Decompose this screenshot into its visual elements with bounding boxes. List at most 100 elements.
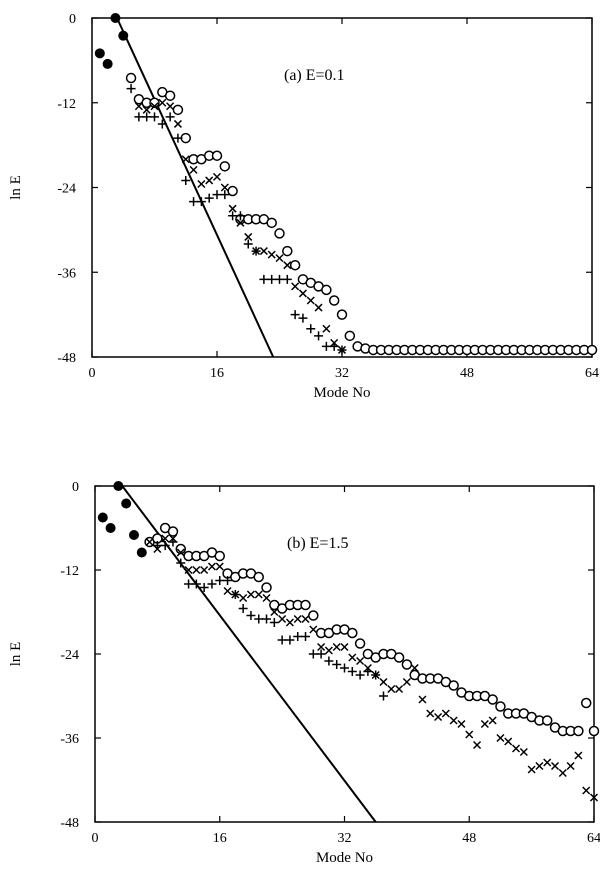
cross-point (176, 548, 185, 557)
y-tick-label: -36 (60, 732, 79, 747)
plus-point (251, 246, 261, 256)
x-tick-label: 32 (338, 831, 352, 846)
circle-point (300, 599, 311, 611)
filled-point (121, 498, 132, 509)
circle-point (261, 582, 272, 593)
cross-point (527, 765, 536, 774)
plus-point (301, 632, 311, 641)
cross-point (441, 709, 450, 718)
cross-point (589, 793, 599, 802)
plus-point (371, 670, 381, 680)
plus-point (246, 611, 256, 620)
x-axis-label: Mode No (316, 850, 373, 866)
cross-point (410, 663, 419, 673)
cross-point (145, 537, 154, 547)
plus-point (215, 576, 225, 585)
circle-point (588, 725, 600, 737)
plus-point (238, 604, 248, 613)
plus-point (254, 614, 264, 624)
plus-point (173, 133, 183, 143)
panel-a: 0 16 32 48 64 0 -12 -24 -36 -48 Mode No ln E (a) E=0… (8, 12, 599, 401)
cross-point (259, 247, 268, 256)
circle-point (211, 150, 223, 161)
cross-point (275, 254, 284, 263)
cross-point (215, 562, 224, 571)
plus-point (126, 84, 136, 94)
plus-point (355, 670, 365, 680)
cross-point (473, 740, 482, 750)
cross-point (558, 768, 567, 778)
cross-point (402, 677, 411, 687)
cross-point (512, 744, 521, 753)
circle-point (347, 627, 358, 639)
circle-point (167, 526, 179, 537)
plus-point (134, 112, 144, 122)
plus-point (160, 541, 170, 550)
plus-point (275, 274, 284, 284)
cross-point (582, 786, 591, 795)
y-axis-label: ln E (8, 175, 24, 200)
cross-point (550, 761, 560, 771)
cross-point (220, 183, 229, 192)
plus-point (363, 667, 373, 676)
cross-point (244, 232, 253, 241)
cross-point (283, 261, 292, 270)
cross-point (236, 218, 245, 227)
panel-title: (a) E=0.1 (284, 67, 345, 84)
x-tick-label: 64 (585, 366, 599, 381)
plus-point (262, 614, 272, 624)
plus-point (243, 239, 253, 249)
plus-point (204, 193, 214, 203)
plus-point (314, 331, 324, 341)
plus-point (142, 112, 152, 122)
cross-point (150, 102, 159, 111)
y-tick-label: -36 (57, 266, 76, 281)
cross-point (340, 642, 349, 652)
plus-point (282, 274, 292, 284)
cross-point (535, 761, 544, 771)
plus-point (324, 656, 334, 666)
y-tick-label: -12 (57, 97, 76, 112)
x-tick-label: 48 (462, 831, 476, 846)
y-tick-label: -12 (60, 564, 79, 579)
cross-point (166, 102, 175, 111)
circle-point (274, 228, 285, 239)
circle-point (495, 701, 506, 712)
reference-line (116, 17, 275, 357)
plus-point (199, 583, 209, 592)
plus-point (316, 649, 326, 659)
x-tick-label: 0 (89, 366, 96, 381)
plus-point (207, 579, 217, 589)
cross-point (488, 716, 497, 725)
cross-point (332, 642, 341, 652)
filled-point (105, 523, 116, 533)
plus-point (285, 635, 295, 645)
cross-point (306, 296, 315, 305)
cross-point (192, 565, 201, 575)
circle-point (227, 185, 238, 197)
x-tick-label: 0 (92, 831, 99, 846)
cross-point (254, 590, 263, 599)
plus-point (165, 112, 175, 122)
cross-point (434, 712, 443, 722)
filled-point (97, 512, 108, 523)
plus-point (181, 175, 191, 185)
plus-point (196, 197, 206, 207)
plus-point (150, 112, 159, 122)
cross-point (457, 719, 466, 729)
filled-point (110, 13, 121, 23)
circle-point (580, 697, 592, 709)
cross-point (519, 747, 528, 757)
cross-point (449, 716, 458, 725)
x-tick-label: 16 (213, 831, 227, 846)
cross-point (262, 593, 271, 603)
cross-point (207, 562, 216, 571)
cross-point (426, 709, 435, 718)
panel-b: 0 16 32 48 64 0 -12 -24 -36 -48 Mode No ln E (b) E=1… (8, 480, 600, 866)
cross-point (270, 607, 279, 617)
circle-point (344, 330, 356, 342)
cross-point (267, 250, 276, 259)
cross-point (543, 758, 552, 767)
cross-point (574, 751, 583, 760)
